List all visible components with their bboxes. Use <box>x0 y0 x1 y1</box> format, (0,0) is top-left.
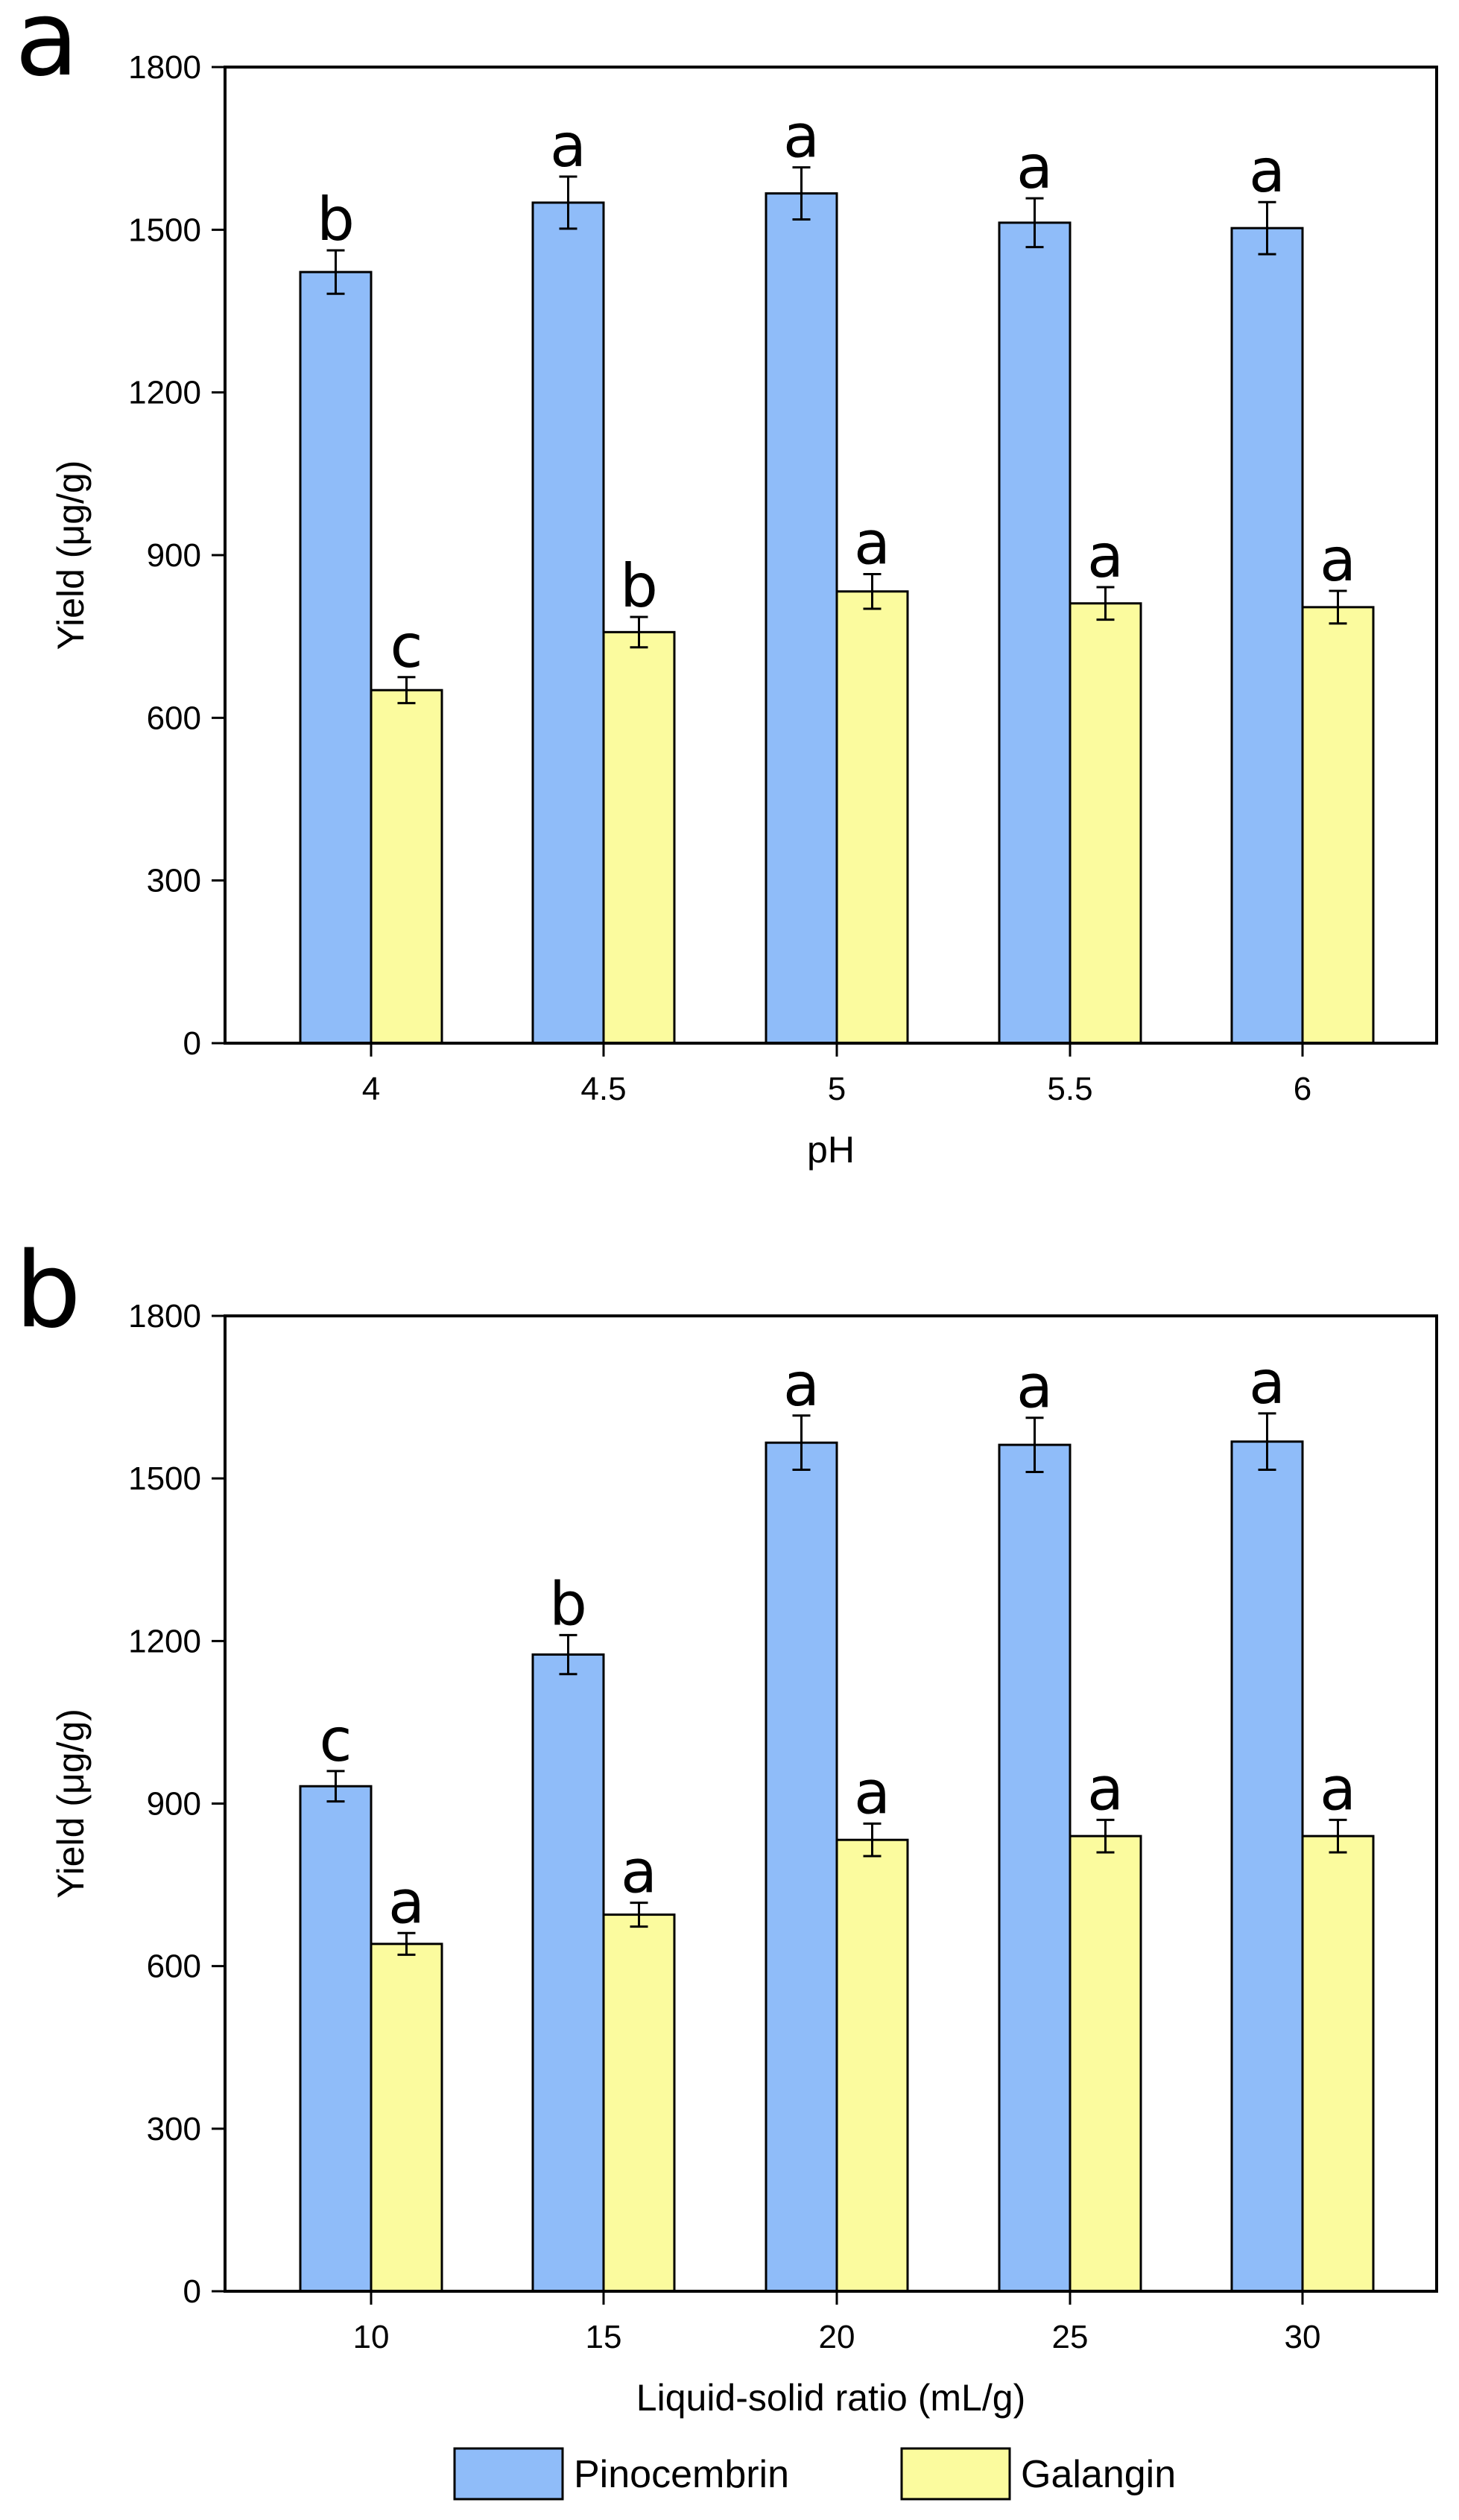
bar-galangin <box>1069 1834 1142 2293</box>
y-tick-label: 300 <box>147 863 201 899</box>
x-tick-label: 6 <box>1294 1071 1311 1107</box>
x-axis-title: pH <box>807 1129 855 1171</box>
significance-letter: b <box>549 1569 587 1639</box>
y-tick-label: 600 <box>147 1948 201 1985</box>
bar-galangin <box>1301 606 1375 1045</box>
bar-galangin <box>370 688 443 1045</box>
x-tick-label: 4.5 <box>580 1071 626 1107</box>
x-tick-label: 15 <box>586 2319 622 2355</box>
y-axis-title: Yield (μg/g) <box>50 460 92 650</box>
bar-pinocembrin <box>765 1441 838 2293</box>
y-tick-label: 1500 <box>128 1460 201 1497</box>
significance-letter: a <box>1249 1348 1285 1417</box>
bar-galangin <box>602 630 676 1045</box>
bar-pinocembrin <box>1230 227 1304 1045</box>
legend-swatch-galangin <box>900 2447 1011 2501</box>
panel-letter: b <box>15 1230 81 1352</box>
bar-galangin <box>1301 1834 1375 2293</box>
y-tick-label: 1800 <box>128 49 201 86</box>
bar-galangin <box>602 1913 676 2293</box>
y-tick-label: 1200 <box>128 375 201 411</box>
legend-label-galangin: Galangin <box>1021 2453 1176 2496</box>
y-axis-title: Yield (μg/g) <box>50 1709 92 1899</box>
bar-pinocembrin <box>299 1785 373 2293</box>
x-tick-label: 20 <box>819 2319 855 2355</box>
significance-letter: a <box>621 1837 657 1907</box>
significance-letter: a <box>783 102 820 171</box>
significance-letter: a <box>1087 522 1124 591</box>
y-tick-label: 900 <box>147 1786 201 1823</box>
y-tick-label: 1500 <box>128 212 201 248</box>
significance-letter: a <box>388 1867 425 1937</box>
bar-galangin <box>1069 602 1142 1045</box>
bar-pinocembrin <box>998 1443 1072 2293</box>
bar-galangin <box>835 590 909 1045</box>
bar-pinocembrin <box>998 221 1072 1045</box>
x-axis-title: Liquid-solid ratio (mL/g) <box>636 2377 1025 2419</box>
bar-galangin <box>835 1838 909 2293</box>
y-tick-label: 0 <box>183 2273 201 2310</box>
significance-letter: a <box>854 508 890 577</box>
y-tick-label: 900 <box>147 537 201 574</box>
significance-letter: a <box>1016 1352 1053 1422</box>
legend-label-pinocembrin: Pinocembrin <box>574 2453 789 2496</box>
significance-letter: a <box>1016 133 1053 202</box>
y-tick-label: 0 <box>183 1025 201 1062</box>
bar-galangin <box>370 1943 443 2293</box>
x-tick-label: 25 <box>1052 2319 1089 2355</box>
significance-letter: a <box>1087 1754 1124 1823</box>
x-tick-label: 5.5 <box>1047 1071 1092 1107</box>
bar-pinocembrin <box>531 201 605 1045</box>
plot-frame <box>224 1314 1438 2293</box>
significance-letter: c <box>320 1706 352 1775</box>
y-tick-label: 1800 <box>128 1298 201 1335</box>
panel-letter: a <box>15 0 79 100</box>
significance-letter: b <box>317 185 355 254</box>
bar-pinocembrin <box>299 270 373 1045</box>
x-tick-label: 5 <box>828 1071 846 1107</box>
significance-letter: b <box>620 551 658 621</box>
significance-letter: a <box>1320 525 1356 595</box>
significance-letter: a <box>854 1758 890 1827</box>
bar-pinocembrin <box>531 1653 605 2293</box>
significance-letter: a <box>550 111 586 180</box>
significance-letter: a <box>783 1350 820 1419</box>
significance-letter: c <box>390 612 423 681</box>
bar-pinocembrin <box>1230 1440 1304 2293</box>
y-tick-label: 600 <box>147 700 201 736</box>
significance-letter: a <box>1249 136 1285 206</box>
bar-pinocembrin <box>765 192 838 1045</box>
legend: Pinocembrin Galangin <box>453 2447 1176 2501</box>
x-tick-label: 30 <box>1285 2319 1321 2355</box>
y-tick-label: 300 <box>147 2111 201 2147</box>
significance-letter: a <box>1320 1754 1356 1823</box>
x-tick-label: 4 <box>362 1071 380 1107</box>
x-tick-label: 10 <box>353 2319 390 2355</box>
panel-b: b 0 300 600 900 1200 1500 1800 Yield (μg/g) c a 10 b… <box>15 1230 1438 2419</box>
plot-frame <box>224 66 1438 1045</box>
panel-a: a 0 300 600 900 1200 1500 1800 Yield (μg/g) b c 4 a b… <box>15 0 1438 1171</box>
y-tick-label: 1200 <box>128 1623 201 1659</box>
legend-swatch-pinocembrin <box>453 2447 564 2501</box>
